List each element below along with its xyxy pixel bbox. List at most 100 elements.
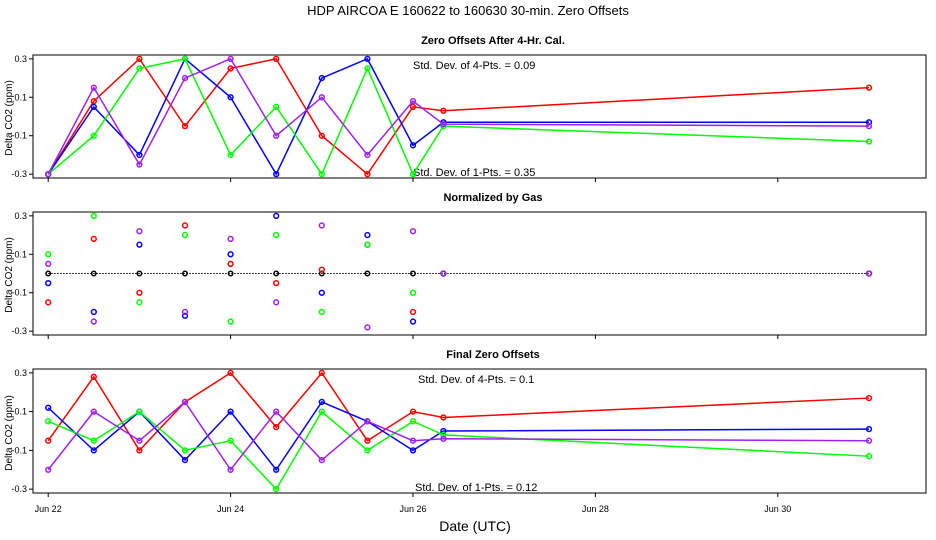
data-point <box>181 74 189 82</box>
data-point <box>318 94 325 101</box>
data-point <box>273 132 280 139</box>
y-tick-label: -0.1 <box>11 288 27 298</box>
data-point <box>440 121 447 128</box>
y-tick-label: -0.3 <box>11 326 27 336</box>
annotation-std-dev-1-pts: Std. Dev. of 1-Pts. = 0.12 <box>415 482 537 494</box>
data-point <box>409 318 417 325</box>
data-point <box>227 369 234 377</box>
data-point <box>409 142 417 149</box>
data-point <box>227 235 234 243</box>
annotation-std-dev-4-pts: Std. Dev. of 4-Pts. = 0.09 <box>413 60 535 72</box>
reference-point <box>45 270 52 277</box>
reference-point <box>90 270 97 277</box>
panel-title: Zero Offsets After 4-Hr. Cal. <box>421 35 565 47</box>
reference-point <box>364 270 371 277</box>
y-axis-label: Delta CO2 (ppm) <box>4 395 15 471</box>
data-point <box>409 408 417 415</box>
plot-frame <box>32 54 927 179</box>
data-point <box>273 279 280 287</box>
y-tick-label: 0.3 <box>14 211 27 221</box>
data-point <box>273 212 280 219</box>
data-point <box>181 456 189 464</box>
data-point <box>318 369 325 377</box>
y-tick-label: 0.1 <box>14 407 27 417</box>
data-point <box>90 437 97 444</box>
data-point <box>364 324 371 331</box>
data-point <box>364 447 371 454</box>
data-point <box>865 270 873 277</box>
y-axis-label: Delta CO2 (ppm) <box>4 80 15 156</box>
y-tick-label: 0.1 <box>14 249 27 259</box>
data-point <box>865 122 873 130</box>
reference-point <box>182 270 188 277</box>
data-point <box>318 456 325 464</box>
data-point <box>409 228 417 235</box>
data-point <box>90 308 97 316</box>
data-point <box>865 84 873 91</box>
data-point <box>136 289 143 296</box>
data-point <box>273 299 280 306</box>
data-point <box>273 103 280 111</box>
y-tick-label: 0.3 <box>14 368 27 378</box>
data-point <box>440 431 447 439</box>
data-point <box>364 171 371 178</box>
data-point <box>45 171 52 178</box>
data-point <box>409 103 417 111</box>
data-point <box>136 437 143 444</box>
data-point <box>90 103 97 111</box>
plot-frame <box>32 368 927 494</box>
data-point <box>865 425 873 433</box>
data-point <box>90 408 97 415</box>
data-point <box>90 235 97 243</box>
data-point <box>181 308 189 316</box>
series-3 <box>45 55 873 178</box>
data-point <box>181 398 189 406</box>
data-point <box>45 299 52 306</box>
series-line <box>47 400 870 472</box>
plot-area <box>45 212 873 331</box>
data-point <box>136 55 143 62</box>
data-point <box>865 119 873 126</box>
data-point <box>90 132 97 139</box>
data-point <box>865 453 873 460</box>
y-tick-label: -0.3 <box>11 484 27 494</box>
data-point <box>409 418 417 425</box>
data-point <box>865 394 873 402</box>
data-point <box>90 447 97 454</box>
data-point <box>90 212 97 219</box>
series-line <box>47 401 870 472</box>
data-point <box>318 74 325 82</box>
data-point <box>136 161 143 168</box>
data-point <box>227 55 234 62</box>
data-point <box>136 65 143 72</box>
plot-area <box>45 55 873 178</box>
data-point <box>318 289 325 296</box>
data-point <box>273 485 280 493</box>
figure-title: HDP AIRCOA E 160622 to 160630 30-min. Ze… <box>307 3 629 18</box>
data-point <box>136 299 143 306</box>
data-point <box>364 231 371 239</box>
series-line <box>47 57 870 175</box>
series-line <box>47 410 870 491</box>
data-point <box>90 84 97 91</box>
data-point <box>364 65 371 72</box>
data-point <box>45 418 52 425</box>
data-point <box>318 308 325 316</box>
x-tick-label: Jun 24 <box>217 504 244 514</box>
data-point <box>364 418 371 425</box>
data-point <box>227 437 234 444</box>
panel-zero-offsets-after-cal: Zero Offsets After 4-Hr. Cal. Delta CO2 … <box>4 35 927 179</box>
panel-title: Final Zero Offsets <box>446 349 540 361</box>
plot-area <box>45 369 873 493</box>
data-point <box>364 151 371 159</box>
data-point <box>90 318 97 325</box>
data-point <box>45 466 52 473</box>
reference-point <box>318 270 325 277</box>
x-tick-label: Jun 26 <box>399 504 426 514</box>
reference-point <box>227 270 234 277</box>
data-point <box>227 260 234 268</box>
y-axis-label: Delta CO2 (ppm) <box>4 237 15 313</box>
data-point <box>45 279 52 287</box>
data-point <box>409 447 417 454</box>
data-point <box>90 97 97 105</box>
